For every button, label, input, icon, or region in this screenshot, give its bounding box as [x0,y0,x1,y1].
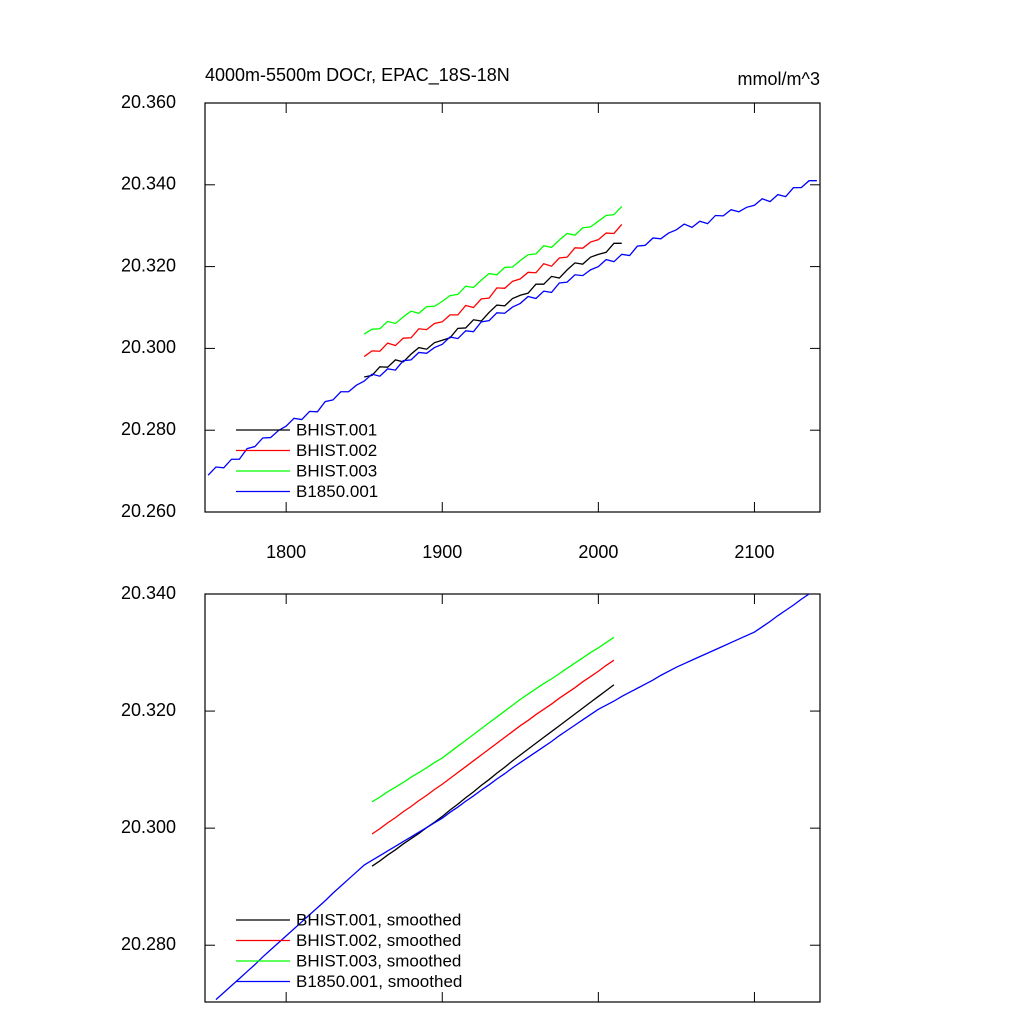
legend-label: BHIST.003 [296,461,377,480]
y-tick-label: 20.300 [121,337,176,357]
chart-title: 4000m-5500m DOCr, EPAC_18S-18N [205,65,510,86]
x-tick-label: 1800 [266,542,306,562]
series-line [215,594,810,1001]
y-tick-label: 20.320 [121,255,176,275]
legend-label: BHIST.001, smoothed [296,910,461,929]
y-tick-label: 20.260 [121,501,176,521]
plot-frame [204,593,821,1003]
series-line [363,206,623,335]
y-tick-label: 20.360 [121,92,176,112]
series-line [371,684,615,867]
series-line [363,224,623,358]
y-tick-label: 20.320 [121,700,176,720]
units-label: mmol/m^3 [738,69,820,89]
series-line [371,636,615,803]
legend-label: BHIST.002 [296,441,377,460]
legend-label: BHIST.003, smoothed [296,951,461,970]
y-tick-label: 20.340 [121,583,176,603]
plot-frame [204,102,821,513]
x-tick-label: 2000 [578,542,618,562]
series-line [371,659,615,835]
x-tick-label: 1900 [422,542,462,562]
legend-label: B1850.001 [296,482,378,501]
y-tick-label: 20.340 [121,174,176,194]
legend-label: BHIST.001 [296,420,377,439]
legend-label: B1850.001, smoothed [296,972,462,991]
x-tick-label: 2100 [734,542,774,562]
legend-label: BHIST.002, smoothed [296,931,461,950]
series-line [364,242,622,378]
series-line [207,180,817,476]
y-tick-label: 20.300 [121,817,176,837]
y-tick-label: 20.280 [121,419,176,439]
y-tick-label: 20.280 [121,934,176,954]
